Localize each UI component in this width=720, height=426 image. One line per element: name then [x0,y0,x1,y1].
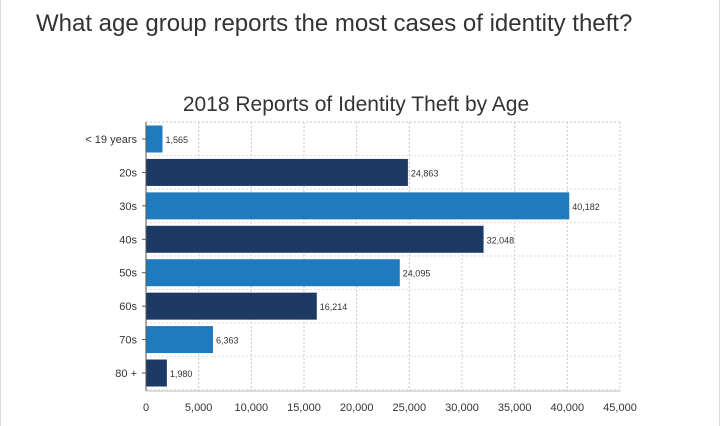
value-label: 24,095 [403,269,431,279]
x-tick-label: 30,000 [445,402,479,414]
category-label: 50s [119,268,137,280]
category-label: 80 + [115,368,137,380]
bar-5 [146,292,317,320]
category-label: 60s [119,301,137,313]
x-tick-label: 25,000 [393,402,427,414]
value-label: 1,980 [170,369,193,379]
category-label: 40s [119,234,137,246]
category-label: 20s [119,167,137,179]
category-label: 70s [119,335,137,347]
x-tick-label: 10,000 [235,402,269,414]
bar-3 [146,225,484,253]
x-tick-label: 35,000 [498,402,532,414]
x-tick-label: 20,000 [340,402,374,414]
bar-7 [146,359,167,387]
bar-1 [146,158,408,186]
bar-2 [146,192,570,220]
x-tick-label: 15,000 [287,402,321,414]
x-tick-label: 40,000 [551,402,585,414]
value-label: 16,214 [320,302,348,312]
chart-title: 2018 Reports of Identity Theft by Age [183,93,529,116]
value-label: 32,048 [487,235,515,245]
x-tick-label: 5,000 [185,402,213,414]
value-label: 24,863 [411,168,439,178]
value-label: 6,363 [216,336,239,346]
bar-6 [146,326,214,354]
category-label: 30s [119,201,137,213]
bar-4 [146,259,400,287]
x-tick-label: 0 [143,402,149,414]
question-heading: What age group reports the most cases of… [36,10,633,37]
value-label: 1,565 [165,135,188,145]
x-tick-label: 45,000 [603,402,637,414]
category-label: < 19 years [85,134,137,146]
bar-0 [146,125,163,153]
value-label: 40,182 [572,202,600,212]
